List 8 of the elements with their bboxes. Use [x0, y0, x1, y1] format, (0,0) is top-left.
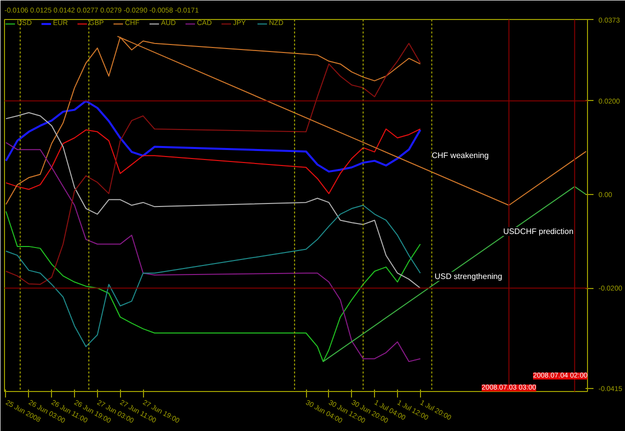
line-series [5, 42, 421, 285]
annotation: USD strengthening [434, 272, 502, 281]
line-series [5, 112, 421, 289]
line-series [5, 142, 421, 362]
annotation: CHF weakening [432, 151, 489, 160]
annotation: USDCHF prediction [503, 226, 574, 236]
line-series [4, 100, 422, 173]
line-series [5, 128, 421, 194]
